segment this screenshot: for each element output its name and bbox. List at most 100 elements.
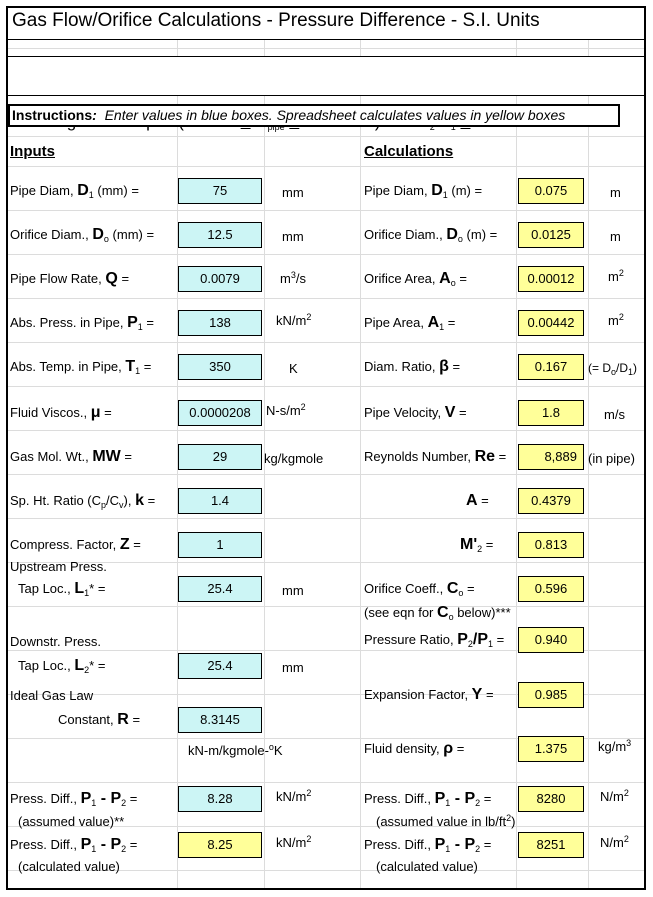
- calc-pipe-diam-output: 0.075: [518, 178, 584, 204]
- calc-orifice-diam-output: 0.0125: [518, 222, 584, 248]
- compress-factor-label: Compress. Factor, Z =: [10, 536, 141, 553]
- mol-wt-input[interactable]: 29: [178, 444, 262, 470]
- gridline: [8, 48, 644, 49]
- calc-press-diff-calc-note: (calculated value): [376, 859, 478, 874]
- gridline: [8, 430, 644, 431]
- calc-orifice-diam-label: Orifice Diam., Do (m) =: [364, 226, 498, 244]
- sp-ht-ratio-input[interactable]: 1.4: [178, 488, 262, 514]
- viscosity-unit: N-s/m2: [266, 402, 306, 419]
- gridline: [8, 518, 644, 519]
- abs-press-label: Abs. Press. in Pipe, P1 =: [10, 314, 154, 332]
- calc-orifice-coeff-label: Orifice Coeff., Co =: [364, 580, 475, 598]
- calc-press-diff-assumed-label: Press. Diff., P1 - P2 =: [364, 790, 492, 808]
- mol-wt-unit: kg/kgmole: [264, 451, 324, 466]
- press-diff-calc-label: Press. Diff., P1 - P2 =: [10, 836, 138, 854]
- abs-temp-input[interactable]: 350: [178, 354, 262, 380]
- inputs-header: Inputs: [10, 143, 55, 160]
- press-diff-assumed-unit: kN/m2: [276, 788, 312, 805]
- upstream-label-line1: Upstream Press.: [10, 559, 107, 574]
- calc-pipe-diam-unit: m: [610, 185, 621, 200]
- calc-pipe-area-output: 0.00442: [518, 310, 584, 336]
- press-diff-calc-unit: kN/m2: [276, 834, 312, 851]
- calc-m2-output: 0.813: [518, 532, 584, 558]
- gridline: [8, 342, 644, 343]
- calc-orifice-diam-unit: m: [610, 229, 621, 244]
- press-diff-calc-note: (calculated value): [18, 859, 120, 874]
- calc-reynolds-label: Reynolds Number, Re =: [364, 448, 507, 465]
- press-diff-assumed-note: (assumed value)**: [18, 814, 125, 829]
- pipe-diam-label: Pipe Diam, D1 (mm) =: [10, 182, 139, 200]
- gas-const-label: Constant, R =: [58, 711, 141, 728]
- calc-diam-ratio-output: 0.167: [518, 354, 584, 380]
- gas-law-label-line1: Ideal Gas Law: [10, 688, 94, 703]
- calc-press-ratio-output: 0.940: [518, 627, 584, 653]
- gridline: [8, 870, 644, 871]
- gas-const-input[interactable]: 8.3145: [178, 707, 262, 733]
- flow-rate-unit: m3/s: [280, 270, 306, 287]
- calc-velocity-unit: m/s: [604, 407, 625, 422]
- calc-velocity-label: Pipe Velocity, V =: [364, 404, 467, 421]
- orifice-diam-unit: mm: [282, 229, 304, 244]
- calc-pipe-area-label: Pipe Area, A1 =: [364, 314, 456, 332]
- gridline: [8, 210, 644, 211]
- calc-expansion-output: 0.985: [518, 682, 584, 708]
- gridline: [8, 738, 644, 739]
- gridline: [8, 386, 644, 387]
- calculations-header: Calculations: [364, 143, 454, 160]
- press-diff-calc-output: 8.25: [178, 832, 262, 858]
- calc-diam-ratio-label: Diam. Ratio, β =: [364, 358, 461, 375]
- calc-density-unit: kg/m3: [598, 738, 632, 755]
- upstream-tap-input[interactable]: 25.4: [178, 576, 262, 602]
- calc-reynolds-output: 8,889: [518, 444, 584, 470]
- calc-press-diff-assumed-unit: N/m2: [600, 788, 629, 805]
- calc-press-diff-assumed-note: (assumed value in lb/ft2): [376, 813, 516, 830]
- gridline: [8, 650, 644, 651]
- calc-orifice-area-label: Orifice Area, Ao =: [364, 270, 467, 288]
- calc-a-output: 0.4379: [518, 488, 584, 514]
- calc-press-ratio-label: Pressure Ratio, P2/P1 =: [364, 631, 505, 649]
- downstream-tap-label: Tap Loc., L2* =: [18, 657, 106, 675]
- compress-factor-input[interactable]: 1: [178, 532, 262, 558]
- calc-a-label: A =: [466, 492, 489, 509]
- gridline: [8, 694, 644, 695]
- calc-orifice-area-output: 0.00012: [518, 266, 584, 292]
- viscosity-input[interactable]: 0.0000208: [178, 400, 262, 426]
- calc-press-diff-calc-label: Press. Diff., P1 - P2 =: [364, 836, 492, 854]
- viscosity-label: Fluid Viscos., μ =: [10, 404, 112, 421]
- flow-rate-input[interactable]: 0.0079: [178, 266, 262, 292]
- gridline: [8, 166, 644, 167]
- pipe-diam-input[interactable]: 75: [178, 178, 262, 204]
- title-row: Gas Flow/Orifice Calculations - Pressure…: [8, 8, 644, 40]
- press-diff-assumed-label: Press. Diff., P1 - P2 =: [10, 790, 138, 808]
- gridline: [8, 562, 644, 563]
- gridline: [8, 474, 644, 475]
- gridline: [8, 298, 644, 299]
- gridline: [8, 826, 644, 827]
- calc-orifice-area-unit: m2: [608, 268, 624, 285]
- calc-m2-label: M'2 =: [460, 536, 494, 554]
- gridline: [8, 254, 644, 255]
- subtitle-row: For Large Bore Pipes (50 mm < Dpipe > 10…: [8, 56, 644, 132]
- calc-orifice-coeff-output: 0.596: [518, 576, 584, 602]
- orifice-diam-input[interactable]: 12.5: [178, 222, 262, 248]
- abs-press-input[interactable]: 138: [178, 310, 262, 336]
- downstream-tap-input[interactable]: 25.4: [178, 653, 262, 679]
- calc-density-label: Fluid density, ρ =: [364, 740, 465, 757]
- flow-rate-label: Pipe Flow Rate, Q =: [10, 270, 130, 287]
- calc-orifice-coeff-note: (see eqn for Co below)***: [364, 604, 511, 622]
- mol-wt-label: Gas Mol. Wt., MW =: [10, 448, 132, 465]
- abs-press-unit: kN/m2: [276, 312, 312, 329]
- page-title: Gas Flow/Orifice Calculations - Pressure…: [12, 10, 540, 31]
- upstream-tap-unit: mm: [282, 583, 304, 598]
- calc-expansion-label: Expansion Factor, Y =: [364, 686, 494, 703]
- calc-press-diff-calc-unit: N/m2: [600, 834, 629, 851]
- orifice-diam-label: Orifice Diam., Do (mm) =: [10, 226, 155, 244]
- upstream-tap-label: Tap Loc., L1* =: [18, 580, 106, 598]
- gas-const-unit: kN-m/kgmole-oK: [188, 742, 283, 759]
- calc-density-output: 1.375: [518, 736, 584, 762]
- gridline: [8, 606, 644, 607]
- pipe-diam-unit: mm: [282, 185, 304, 200]
- calc-press-diff-calc-output: 8251: [518, 832, 584, 858]
- press-diff-assumed-input[interactable]: 8.28: [178, 786, 262, 812]
- abs-temp-label: Abs. Temp. in Pipe, T1 =: [10, 358, 152, 376]
